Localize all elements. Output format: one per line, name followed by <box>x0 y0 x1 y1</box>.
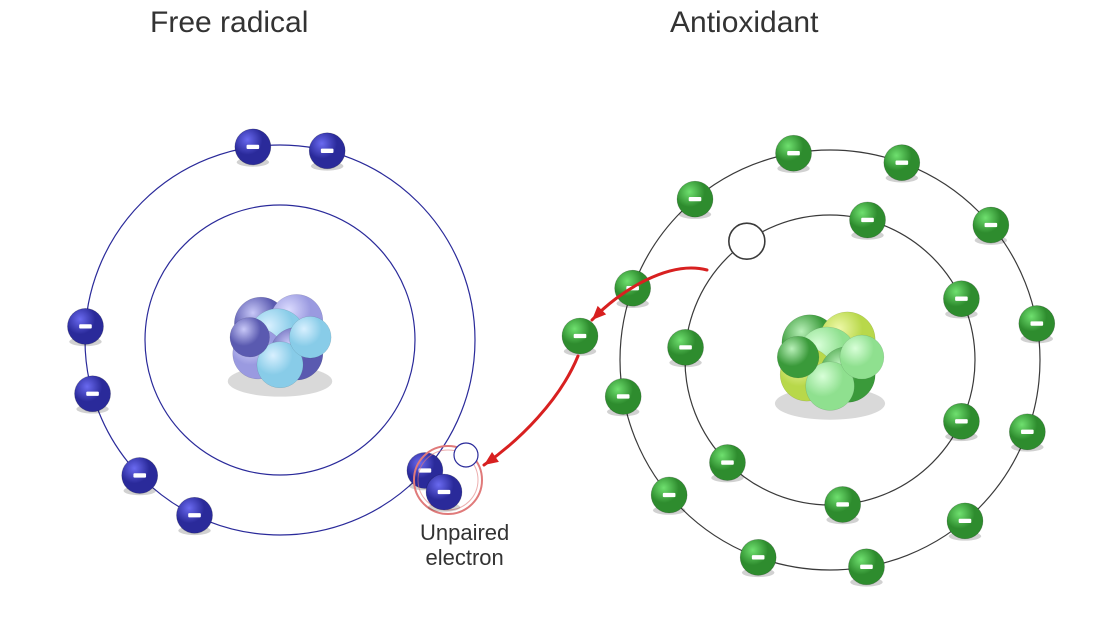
antioxidant-title: Antioxidant <box>670 6 818 40</box>
unpaired-line2: electron <box>426 545 504 570</box>
atom-diagram <box>0 0 1100 640</box>
free-radical-title: Free radical <box>150 6 308 40</box>
unpaired-electron-caption: Unpaired electron <box>420 520 509 571</box>
unpaired-line1: Unpaired <box>420 520 509 545</box>
